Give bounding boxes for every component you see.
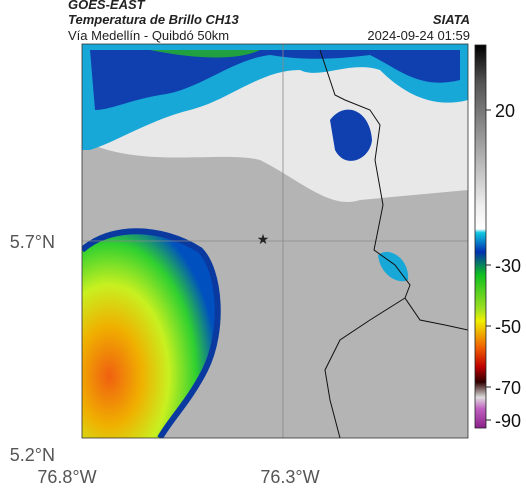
colorbar-label: 20 — [495, 101, 515, 121]
satellite-image: ★ — [82, 44, 468, 438]
subtitle: Vía Medellín - Quibdó 50km — [68, 28, 229, 43]
colorbar-label: -70 — [495, 378, 521, 398]
lat-label: 5.7°N — [10, 232, 55, 252]
lon-label: 76.8°W — [37, 467, 96, 487]
colorbar-label: -50 — [495, 317, 521, 337]
colorbar — [474, 44, 487, 429]
colorbar-label: -90 — [495, 411, 521, 431]
timestamp: 2024-09-24 01:59 — [367, 28, 470, 43]
source: GOES-EAST — [68, 0, 146, 12]
lat-label: 5.2°N — [10, 445, 55, 465]
brand: SIATA — [433, 12, 470, 27]
title: Temperatura de Brillo CH13 — [68, 12, 240, 27]
lon-label: 76.3°W — [260, 467, 319, 487]
colorbar-label: -30 — [495, 256, 521, 276]
svg-text:★: ★ — [257, 231, 270, 247]
